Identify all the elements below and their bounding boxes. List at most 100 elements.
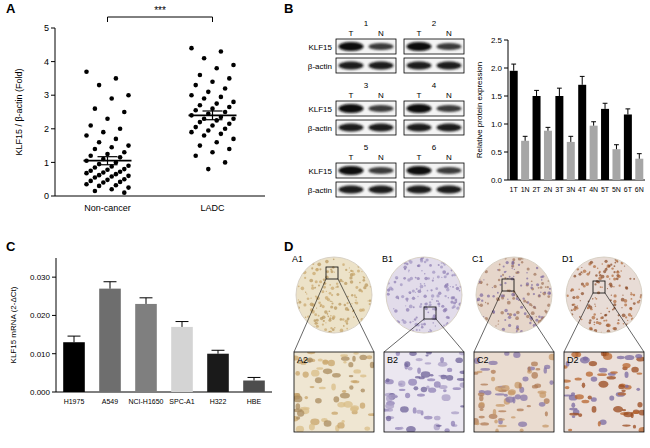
- ihc-stain: [342, 281, 344, 283]
- ihc-stain: [605, 319, 607, 321]
- ihc-stain: [349, 276, 352, 279]
- zoom-line: [474, 291, 502, 352]
- dot: [126, 163, 131, 168]
- ihc-stain: [580, 271, 582, 273]
- ihc-cell: [385, 379, 394, 384]
- ihc-stain: [336, 283, 338, 285]
- ihc-stain: [329, 331, 333, 335]
- ihc-stain: [412, 321, 413, 322]
- ihc-stain: [549, 288, 551, 290]
- ihc-cell: [531, 362, 538, 367]
- ihc-stain: [431, 299, 433, 301]
- ihc-stain: [630, 293, 632, 295]
- ihc-stain: [369, 300, 372, 303]
- ihc-stain: [603, 270, 606, 273]
- zoom-line: [564, 293, 593, 352]
- ihc-stain: [504, 282, 506, 284]
- dot: [193, 153, 198, 158]
- ihc-cell: [364, 426, 370, 430]
- ihc-stain: [326, 291, 327, 292]
- ihc-stain: [526, 272, 528, 274]
- ihc-stain: [307, 297, 310, 300]
- zoom-box: [326, 267, 338, 279]
- ihc-stain: [342, 263, 345, 266]
- ihc-stain: [416, 288, 418, 290]
- ihc-stain: [619, 285, 621, 287]
- blot-number: 6: [432, 143, 437, 152]
- y-tick-label: 0.0: [491, 176, 503, 185]
- ihc-cell: [445, 428, 450, 432]
- ihc-stain: [314, 287, 316, 289]
- ihc-cell: [625, 384, 629, 388]
- ihc-stain: [512, 266, 513, 267]
- ihc-stain: [429, 304, 432, 307]
- ihc-stain: [481, 300, 483, 302]
- ihc-cell: [349, 375, 354, 377]
- ihc-stain: [516, 311, 520, 315]
- ihc-cell: [508, 390, 515, 395]
- x-tick-label: 4N: [589, 186, 598, 193]
- ihc-stain: [499, 264, 501, 266]
- ihc-cell: [622, 424, 631, 426]
- error-cap: [98, 164, 118, 165]
- lane-label: T: [349, 29, 354, 38]
- ihc-zoom-bg: [384, 352, 464, 432]
- error-cap: [248, 377, 261, 378]
- ihc-stain: [613, 294, 616, 297]
- ihc-stain: [613, 286, 615, 288]
- ihc-cell: [413, 407, 417, 413]
- ihc-stain: [359, 308, 363, 312]
- ihc-stain: [606, 275, 609, 278]
- ihc-stain: [523, 299, 526, 302]
- ihc-stain: [424, 283, 425, 284]
- ihc-stain: [540, 286, 543, 289]
- ihc-cell: [512, 397, 515, 404]
- ihc-cell: [438, 362, 448, 367]
- ihc-cell: [618, 384, 624, 389]
- ihc-stain: [621, 307, 622, 308]
- ihc-cell: [575, 394, 584, 399]
- ihc-zoom-bg: [294, 352, 374, 432]
- x-tick-label: HBE: [247, 398, 262, 405]
- ihc-stain: [624, 265, 625, 266]
- ihc-cell: [447, 368, 452, 372]
- ihc-stain: [587, 307, 589, 309]
- ihc-stain: [589, 272, 591, 274]
- blot-band: [407, 62, 432, 70]
- ihc-cell: [495, 386, 502, 391]
- bar: [544, 131, 552, 180]
- bar: [521, 141, 529, 180]
- x-tick-label: 3T: [555, 186, 564, 193]
- blot-number: 2: [432, 19, 437, 28]
- ihc-stain: [328, 310, 330, 312]
- ihc-cell: [633, 425, 636, 429]
- ihc-cell: [491, 370, 496, 374]
- ihc-stain: [333, 259, 335, 261]
- error-stem: [218, 350, 219, 353]
- dot: [122, 167, 127, 172]
- ihc-stain: [503, 266, 505, 268]
- ihc-stain: [418, 264, 421, 267]
- ihc-stain: [504, 309, 508, 313]
- ihc-stain: [511, 268, 512, 269]
- ihc-stain: [446, 284, 448, 286]
- ihc-stain: [349, 267, 350, 268]
- ihc-cell: [398, 380, 405, 386]
- error-cap: [523, 136, 528, 137]
- panel-label: B: [284, 1, 293, 16]
- ihc-cell: [480, 408, 484, 411]
- ihc-cell: [564, 394, 573, 396]
- ihc-stain: [326, 270, 329, 273]
- ihc-cell: [495, 429, 499, 432]
- ihc-cell: [328, 360, 335, 366]
- ihc-cell: [613, 406, 623, 412]
- dot: [84, 133, 89, 138]
- ihc-stain: [512, 297, 515, 300]
- ihc-stain: [527, 292, 530, 295]
- ihc-stain: [613, 327, 617, 331]
- dot: [210, 106, 215, 111]
- ihc-tissue: [386, 257, 462, 333]
- ihc-stain: [613, 300, 616, 303]
- ihc-stain: [340, 318, 342, 320]
- ihc-stain: [594, 324, 596, 326]
